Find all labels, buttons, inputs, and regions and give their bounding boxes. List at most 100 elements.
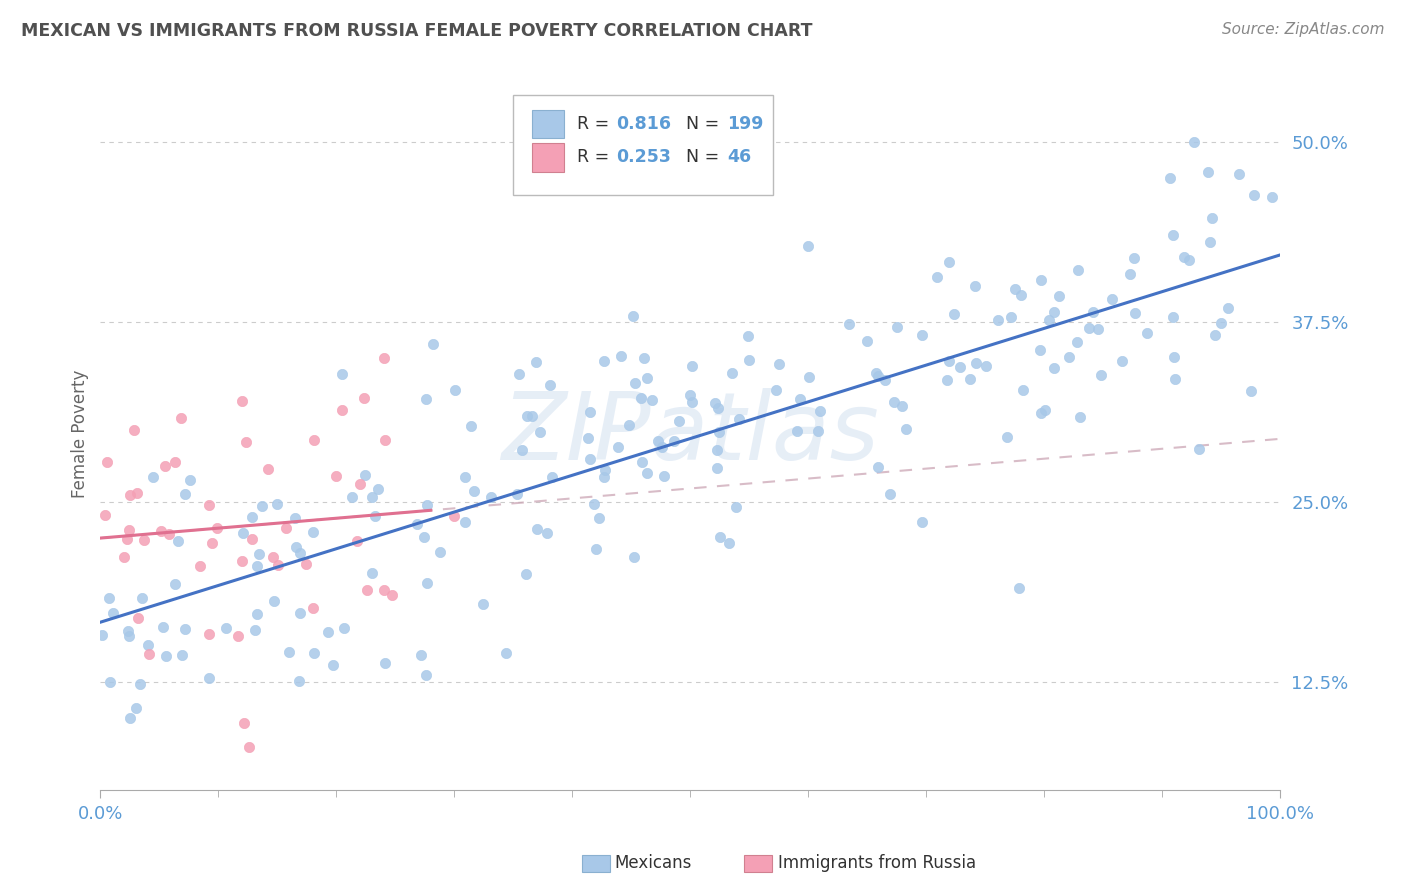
Point: [157, 527, 180, 541]
Point: [1205, 328, 1227, 343]
Point: [1049, 288, 1071, 302]
Point: [682, 395, 704, 409]
Point: [963, 278, 986, 293]
Point: [1038, 312, 1060, 326]
Point: [125, 486, 148, 500]
Point: [651, 441, 673, 455]
Point: [232, 716, 254, 731]
Point: [652, 469, 675, 483]
Point: [364, 509, 387, 524]
Point: [373, 351, 395, 366]
Point: [179, 473, 201, 487]
Point: [356, 582, 378, 597]
Point: [1173, 250, 1195, 264]
Point: [290, 606, 312, 620]
Text: 0.253: 0.253: [616, 148, 671, 166]
Point: [155, 648, 177, 663]
Point: [959, 372, 981, 386]
Point: [935, 373, 957, 387]
Point: [125, 700, 148, 714]
Y-axis label: Female Poverty: Female Poverty: [72, 369, 89, 498]
Point: [301, 600, 323, 615]
Point: [149, 524, 172, 538]
Point: [205, 521, 228, 535]
Point: [709, 530, 731, 544]
Point: [515, 567, 537, 582]
Point: [242, 532, 264, 546]
Point: [120, 488, 142, 502]
Point: [868, 460, 890, 475]
Point: [797, 369, 820, 384]
Point: [340, 490, 363, 504]
Point: [215, 621, 238, 635]
Point: [416, 499, 439, 513]
Point: [413, 530, 436, 544]
Point: [886, 319, 908, 334]
Point: [938, 354, 960, 368]
Point: [1067, 263, 1090, 277]
Point: [797, 239, 820, 253]
Point: [529, 425, 551, 439]
Point: [789, 392, 811, 407]
Point: [896, 422, 918, 436]
Point: [240, 509, 263, 524]
Point: [373, 582, 395, 597]
Point: [346, 534, 368, 549]
Point: [576, 431, 599, 445]
FancyBboxPatch shape: [533, 110, 564, 138]
Point: [911, 328, 934, 343]
Point: [1069, 409, 1091, 424]
Point: [226, 628, 249, 642]
Point: [662, 434, 685, 448]
Point: [593, 470, 616, 484]
Point: [808, 404, 831, 418]
Point: [593, 463, 616, 477]
Point: [1164, 372, 1187, 386]
Point: [883, 395, 905, 409]
Point: [995, 429, 1018, 443]
Point: [623, 376, 645, 391]
Point: [579, 452, 602, 467]
Point: [129, 677, 152, 691]
Text: Source: ZipAtlas.com: Source: ZipAtlas.com: [1222, 22, 1385, 37]
Point: [142, 469, 165, 483]
Point: [122, 423, 145, 437]
Point: [1243, 187, 1265, 202]
Point: [1029, 343, 1052, 358]
Point: [1083, 305, 1105, 319]
Point: [127, 611, 149, 625]
Point: [288, 673, 311, 688]
Point: [707, 425, 730, 439]
Point: [526, 522, 548, 536]
Point: [536, 526, 558, 541]
Point: [720, 366, 742, 380]
Point: [948, 359, 970, 374]
Point: [136, 638, 159, 652]
Point: [1199, 235, 1222, 249]
Point: [1042, 305, 1064, 319]
Point: [332, 402, 354, 417]
Point: [1159, 171, 1181, 186]
Point: [1012, 383, 1035, 397]
Point: [508, 367, 530, 381]
Point: [96, 455, 118, 469]
Point: [246, 559, 269, 574]
Point: [322, 658, 344, 673]
Point: [460, 418, 482, 433]
Point: [250, 500, 273, 514]
Point: [1119, 267, 1142, 281]
Point: [247, 547, 270, 561]
Point: [495, 646, 517, 660]
Point: [231, 394, 253, 409]
Point: [738, 353, 761, 368]
Point: [1111, 354, 1133, 368]
Point: [165, 577, 187, 591]
Point: [349, 477, 371, 491]
Point: [98, 674, 121, 689]
Point: [1004, 282, 1026, 296]
Point: [257, 462, 280, 476]
Point: [1188, 442, 1211, 457]
Text: MEXICAN VS IMMIGRANTS FROM RUSSIA FEMALE POVERTY CORRELATION CHART: MEXICAN VS IMMIGRANTS FROM RUSSIA FEMALE…: [21, 22, 813, 40]
Point: [724, 500, 747, 515]
Point: [737, 328, 759, 343]
